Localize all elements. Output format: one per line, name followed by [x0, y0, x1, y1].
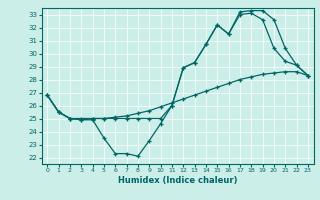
X-axis label: Humidex (Indice chaleur): Humidex (Indice chaleur)	[118, 176, 237, 185]
